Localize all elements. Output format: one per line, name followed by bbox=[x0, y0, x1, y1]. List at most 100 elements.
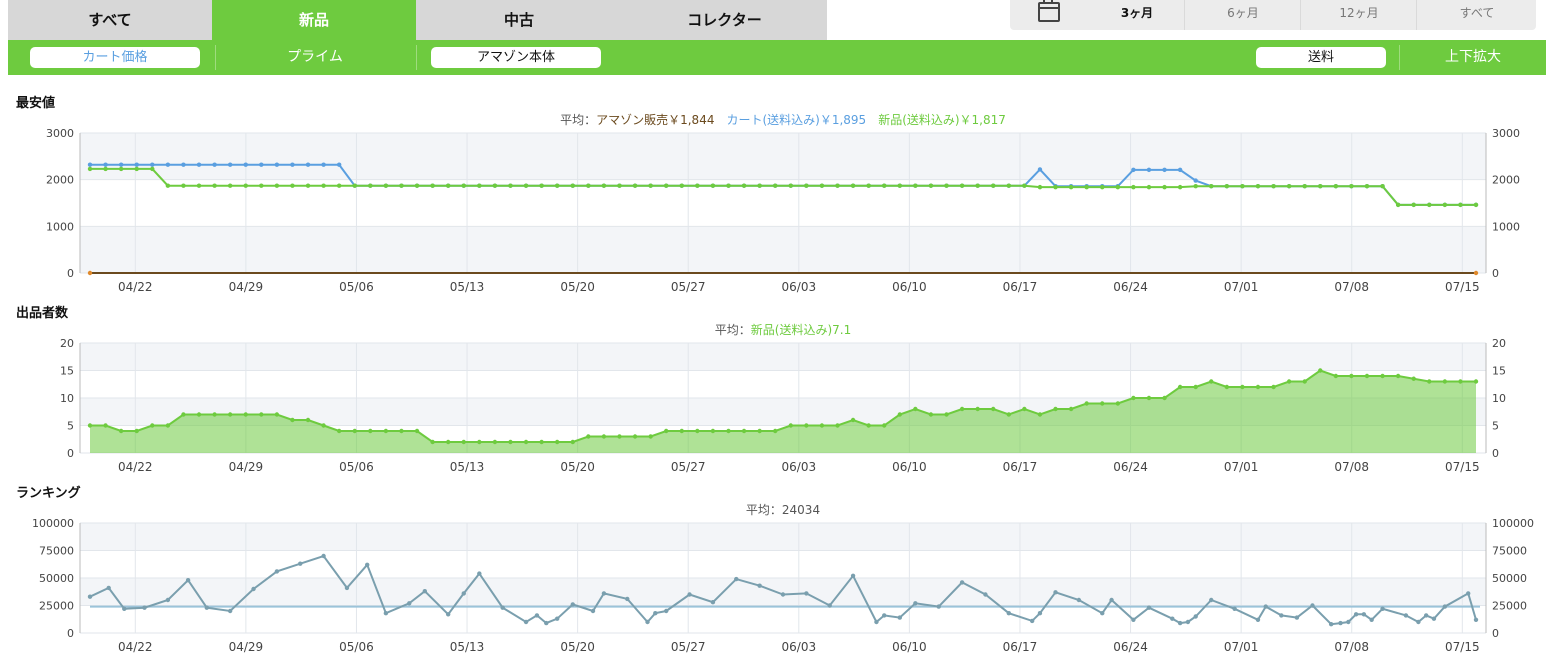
data-point bbox=[150, 166, 155, 172]
data-point bbox=[757, 583, 762, 588]
y-tick-label-right: 75000 bbox=[1492, 545, 1527, 558]
data-point bbox=[1193, 178, 1198, 183]
tab-collector[interactable]: コレクター bbox=[687, 11, 762, 29]
data-point bbox=[134, 428, 139, 434]
data-point bbox=[212, 162, 217, 167]
y-tick-label-left: 20 bbox=[60, 337, 74, 350]
y-tick-label-left: 0 bbox=[67, 447, 74, 460]
data-point bbox=[305, 162, 311, 167]
tab-used[interactable]: 中古 bbox=[503, 11, 534, 29]
plot-band bbox=[80, 523, 1486, 551]
data-point bbox=[590, 608, 596, 614]
y-tick-label-right: 50000 bbox=[1492, 572, 1527, 585]
x-tick-label: 06/03 bbox=[782, 280, 817, 294]
condition-tab-bg-all bbox=[8, 0, 212, 40]
data-point bbox=[554, 439, 560, 445]
data-point bbox=[1100, 184, 1105, 190]
range-12m[interactable]: 12ヶ月 bbox=[1300, 0, 1417, 30]
data-point bbox=[757, 183, 762, 188]
data-point bbox=[1068, 184, 1074, 190]
data-point bbox=[1193, 184, 1198, 189]
data-point bbox=[414, 428, 420, 434]
data-point bbox=[601, 434, 607, 439]
data-point bbox=[983, 592, 988, 597]
data-point bbox=[897, 183, 902, 188]
zoom-toggle[interactable]: 上下拡大 bbox=[1445, 49, 1501, 65]
data-point bbox=[87, 162, 93, 167]
plot-band bbox=[80, 343, 1486, 371]
data-point bbox=[227, 162, 233, 167]
data-point bbox=[897, 412, 902, 417]
tab-all[interactable]: すべて bbox=[88, 11, 132, 29]
range-all[interactable]: すべて bbox=[1416, 0, 1537, 30]
data-point bbox=[741, 428, 747, 434]
cart-price-toggle[interactable]: カート価格 bbox=[30, 47, 200, 68]
tab-new[interactable]: 新品 bbox=[298, 11, 329, 29]
data-point bbox=[1209, 379, 1214, 384]
data-point bbox=[165, 423, 171, 428]
data-point bbox=[399, 428, 404, 434]
data-point bbox=[1029, 618, 1035, 624]
option-bar: カート価格 プライム アマゾン本体 送料 上下拡大 bbox=[8, 40, 1546, 75]
amazon-toggle[interactable]: アマゾン本体 bbox=[431, 47, 601, 68]
data-point bbox=[1346, 619, 1351, 625]
data-point bbox=[1131, 617, 1136, 622]
data-point bbox=[1286, 184, 1292, 189]
data-point bbox=[804, 591, 809, 596]
data-point bbox=[196, 183, 202, 188]
data-point bbox=[1022, 406, 1027, 412]
condition-tab-bg-new bbox=[212, 0, 416, 40]
data-point bbox=[874, 619, 879, 625]
data-point bbox=[897, 615, 902, 620]
data-point bbox=[1006, 611, 1012, 616]
data-point bbox=[142, 605, 147, 610]
x-tick-label: 07/01 bbox=[1224, 280, 1259, 294]
data-point bbox=[648, 183, 653, 188]
data-point bbox=[734, 576, 739, 582]
legend-prefix: 平均： bbox=[560, 113, 596, 127]
x-tick-label: 07/08 bbox=[1334, 460, 1369, 474]
data-point bbox=[445, 183, 451, 188]
data-point bbox=[710, 428, 716, 434]
data-point bbox=[352, 428, 357, 434]
x-tick-label: 06/24 bbox=[1113, 280, 1148, 294]
data-point bbox=[928, 412, 934, 417]
prime-toggle[interactable]: プライム bbox=[287, 49, 343, 65]
plot-band bbox=[80, 226, 1486, 273]
data-point bbox=[835, 423, 840, 428]
data-point bbox=[1442, 202, 1448, 208]
data-point bbox=[726, 428, 731, 434]
data-point bbox=[1037, 184, 1043, 190]
shipping-toggle[interactable]: 送料 bbox=[1256, 47, 1386, 68]
data-point bbox=[523, 619, 529, 625]
legend-item: アマゾン販売￥1,844 bbox=[596, 112, 714, 127]
data-point bbox=[352, 183, 357, 188]
y-tick-label-right: 25000 bbox=[1492, 600, 1527, 613]
data-point bbox=[1100, 611, 1105, 616]
x-tick-label: 04/22 bbox=[118, 280, 153, 294]
x-tick-label: 05/13 bbox=[450, 640, 485, 654]
x-tick-label: 06/10 bbox=[892, 280, 927, 294]
calendar-icon[interactable] bbox=[1038, 0, 1060, 22]
data-point bbox=[1395, 373, 1401, 379]
data-point bbox=[959, 406, 965, 412]
data-point bbox=[430, 439, 435, 445]
data-point bbox=[305, 417, 311, 423]
x-tick-label: 05/27 bbox=[671, 460, 706, 474]
data-point bbox=[477, 439, 482, 445]
chart-legend: 平均：アマゾン販売￥1,844 カート(送料込み)￥1,895 新品(送料込み)… bbox=[560, 112, 1006, 127]
data-point bbox=[399, 183, 404, 188]
data-point bbox=[1131, 184, 1136, 190]
data-point bbox=[227, 183, 233, 188]
data-point bbox=[1271, 184, 1276, 189]
data-point bbox=[181, 162, 186, 167]
range-3m[interactable]: 3ヶ月 bbox=[1120, 6, 1154, 20]
range-6m[interactable]: 6ヶ月 bbox=[1184, 0, 1301, 30]
data-point bbox=[1170, 616, 1175, 621]
data-point bbox=[87, 166, 93, 172]
data-point bbox=[1162, 395, 1167, 401]
data-point bbox=[461, 439, 466, 445]
data-point bbox=[1427, 202, 1432, 208]
data-point bbox=[1255, 184, 1261, 189]
data-point bbox=[819, 423, 825, 428]
